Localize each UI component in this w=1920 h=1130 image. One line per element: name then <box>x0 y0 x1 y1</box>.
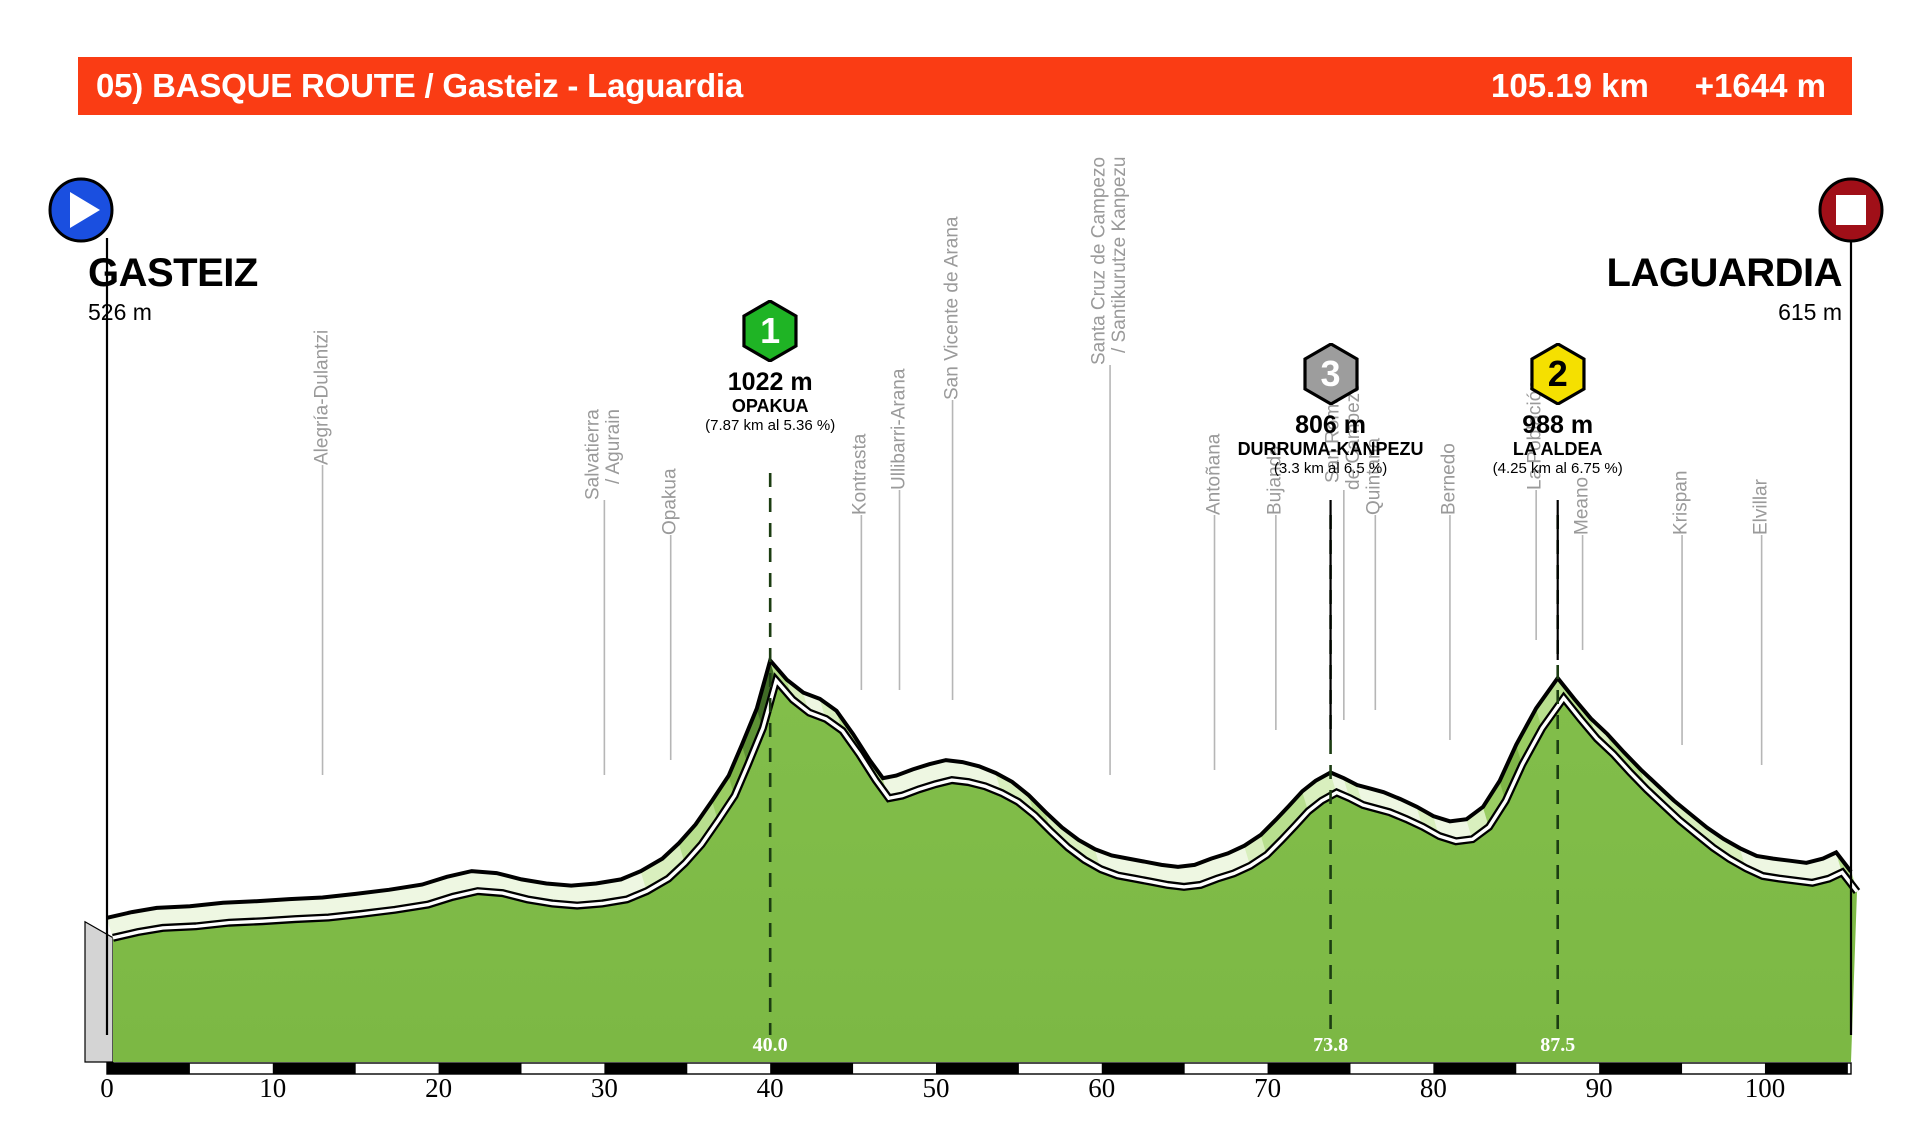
climb-callout[interactable]: 3 806 m DURRUMA-KANPEZU (3.3 km al 6.5 %) <box>1238 343 1424 477</box>
profile-top-outline <box>106 656 1853 920</box>
profile-road-line <box>112 676 1859 940</box>
start-name: GASTEIZ <box>88 251 258 295</box>
stage-distance: 105.19 km <box>1490 67 1649 104</box>
hexagon-icon <box>1530 343 1586 405</box>
climb-name: LA ALDEA <box>1512 439 1603 460</box>
axis-segment <box>1267 1063 1351 1074</box>
axis-tick-label: 70 <box>1254 1073 1282 1103</box>
axis-segment <box>604 1063 688 1074</box>
axis-tick-label: 20 <box>425 1073 453 1103</box>
terminus-poles <box>105 238 1853 1035</box>
climb-category-number: 1 <box>760 310 781 351</box>
axis-tick-label: 30 <box>590 1073 618 1103</box>
climb-category-badge: 3 <box>1302 343 1359 405</box>
axis-tick-label: 10 <box>259 1073 287 1103</box>
climb-detail: (3.3 km al 6.5 %) <box>1273 460 1388 478</box>
climb-category-number: 3 <box>1320 353 1341 394</box>
finish-location: LAGUARDIA 615 m <box>1606 251 1843 325</box>
climb-km-markers: 40.0 73.8 87.5 <box>0 1034 1920 1060</box>
town-tick-lines <box>321 365 1763 775</box>
climb-name: DURRUMA-KANPEZU <box>1237 439 1424 460</box>
climb-category-badge: 2 <box>1530 343 1586 405</box>
climb-name: OPAKUA <box>731 396 809 417</box>
axis-tick-label: 80 <box>1419 1073 1447 1103</box>
climb-altitude: 806 m <box>1295 411 1366 439</box>
finish-name: LAGUARDIA <box>1606 251 1843 295</box>
climb-km-marker: 73.8 <box>1313 1034 1349 1056</box>
axis-segment <box>1433 1063 1517 1074</box>
stage-elevation-gain: +1644 m <box>1694 67 1826 104</box>
axis-tick-label: 50 <box>922 1073 950 1103</box>
axis-segment <box>1101 1063 1185 1074</box>
axis-tick-labels: 0 10 20 30 40 50 60 70 80 90 100 <box>0 1073 1920 1113</box>
stage-header-banner: 05) BASQUE ROUTE / Gasteiz - Laguardia 1… <box>78 57 1852 115</box>
axis-tick-label: 60 <box>1088 1073 1116 1103</box>
axis-segment <box>272 1063 356 1074</box>
climb-km-marker: 87.5 <box>1540 1034 1576 1056</box>
climb-callout[interactable]: 2 988 m LA ALDEA (4.25 km al 6.75 %) <box>1493 343 1623 477</box>
climb-category-badge: 1 <box>742 300 798 362</box>
axis-tick-label: 40 <box>756 1073 784 1103</box>
hexagon-icon <box>1302 343 1359 405</box>
axis-tick-label: 90 <box>1585 1073 1613 1103</box>
axis-segment <box>935 1063 1019 1074</box>
start-location: GASTEIZ 526 m <box>88 253 258 324</box>
distance-axis-bar <box>106 1062 1852 1075</box>
climb-marker-lines <box>768 473 1560 1035</box>
stage-title: 05) BASQUE ROUTE / Gasteiz - Laguardia <box>96 67 744 104</box>
axis-tick-label: 0 <box>100 1073 114 1103</box>
start-altitude: 526 m <box>88 299 152 325</box>
stage-stats: 105.19 km +1644 m <box>1491 67 1826 105</box>
axis-segment <box>1764 1063 1848 1074</box>
climb-detail: (4.25 km al 6.75 %) <box>1492 460 1623 478</box>
climb-callout[interactable]: 1 1022 m OPAKUA (7.87 km al 5.36 %) <box>705 300 835 434</box>
axis-tick-label: 100 <box>1744 1073 1786 1103</box>
hexagon-icon <box>742 300 798 362</box>
climb-altitude: 988 m <box>1522 411 1594 439</box>
finish-altitude: 615 m <box>1778 299 1842 325</box>
axis-segment <box>770 1063 854 1074</box>
climb-km-marker: 40.0 <box>752 1034 788 1056</box>
profile-fill-area <box>113 680 1857 1062</box>
axis-segment <box>107 1063 190 1074</box>
climb-category-number: 2 <box>1547 353 1568 394</box>
climb-detail: (7.87 km al 5.36 %) <box>705 417 836 435</box>
axis-segment <box>1599 1063 1683 1074</box>
axis-segment <box>438 1063 522 1074</box>
climb-altitude: 1022 m <box>727 368 813 396</box>
